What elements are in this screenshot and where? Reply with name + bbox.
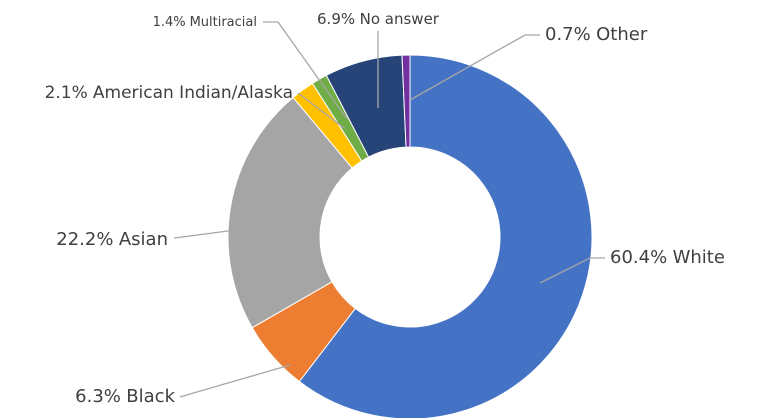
data-label: 60.4% White: [610, 247, 725, 268]
value-label: 2.1%: [45, 83, 88, 103]
data-label: 2.1% American Indian/Alaska: [45, 83, 293, 103]
category-label: White: [673, 247, 725, 268]
value-label: 6.3%: [75, 386, 121, 407]
data-label: 22.2% Asian: [56, 229, 168, 250]
category-label: Black: [126, 386, 175, 407]
value-label: 60.4%: [610, 247, 667, 268]
donut-slice: [227, 96, 353, 329]
donut-slice: [298, 54, 593, 418]
donut-slice: [401, 54, 411, 148]
leader-line: [297, 92, 345, 129]
category-label: Other: [596, 24, 648, 45]
category-label: Multiracial: [190, 15, 257, 30]
leader-line: [173, 226, 259, 239]
leader-line: [263, 21, 348, 120]
data-label: 1.4% Multiracial: [153, 15, 257, 30]
data-label: 6.9% No answer: [317, 10, 440, 28]
data-label: 6.3% Black: [75, 386, 175, 407]
leader-line: [179, 364, 291, 398]
data-label: 0.7% Other: [545, 24, 648, 45]
leader-line: [539, 257, 605, 284]
value-label: 1.4%: [153, 15, 186, 30]
category-label: Asian: [119, 229, 168, 250]
category-label: No answer: [360, 10, 440, 28]
value-label: 22.2%: [56, 229, 113, 250]
category-label: American Indian/Alaska: [93, 83, 293, 103]
value-label: 0.7%: [545, 24, 591, 45]
value-label: 6.9%: [317, 10, 355, 28]
leader-line: [409, 34, 540, 101]
